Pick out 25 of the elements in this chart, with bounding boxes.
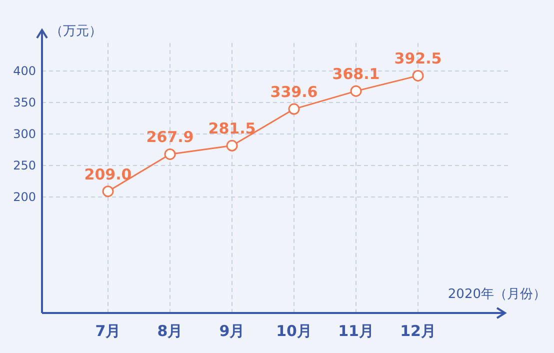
point — [412, 70, 424, 82]
x-tick-label: 7月 — [95, 322, 121, 340]
x-axis-title: 2020年（月份） — [448, 287, 546, 302]
x-tick-label: 8月 — [157, 322, 183, 340]
y-tick-label: 400 — [13, 64, 36, 78]
data-label: 339.6 — [270, 83, 318, 102]
data-label: 368.1 — [332, 65, 380, 84]
point — [226, 140, 238, 152]
y-tick-label: 300 — [13, 127, 36, 142]
data-label: 281.5 — [208, 120, 256, 138]
x-tick-label: 11月 — [338, 322, 374, 340]
data-label: 267.9 — [146, 128, 194, 146]
data-label: 209.0 — [84, 165, 132, 184]
x-tick-label: 12月 — [400, 322, 436, 340]
y-tick-label: 350 — [13, 96, 36, 110]
point — [164, 148, 176, 160]
y-axis-title: （万元） — [50, 24, 102, 39]
x-tick-label: 9月 — [219, 322, 245, 340]
y-tick-label: 200 — [13, 190, 36, 204]
point — [350, 85, 362, 97]
x-tick-label: 10月 — [276, 322, 312, 340]
data-label: 392.5 — [394, 50, 442, 68]
point — [102, 186, 114, 198]
point — [288, 103, 300, 115]
y-tick-label: 250 — [13, 158, 36, 173]
